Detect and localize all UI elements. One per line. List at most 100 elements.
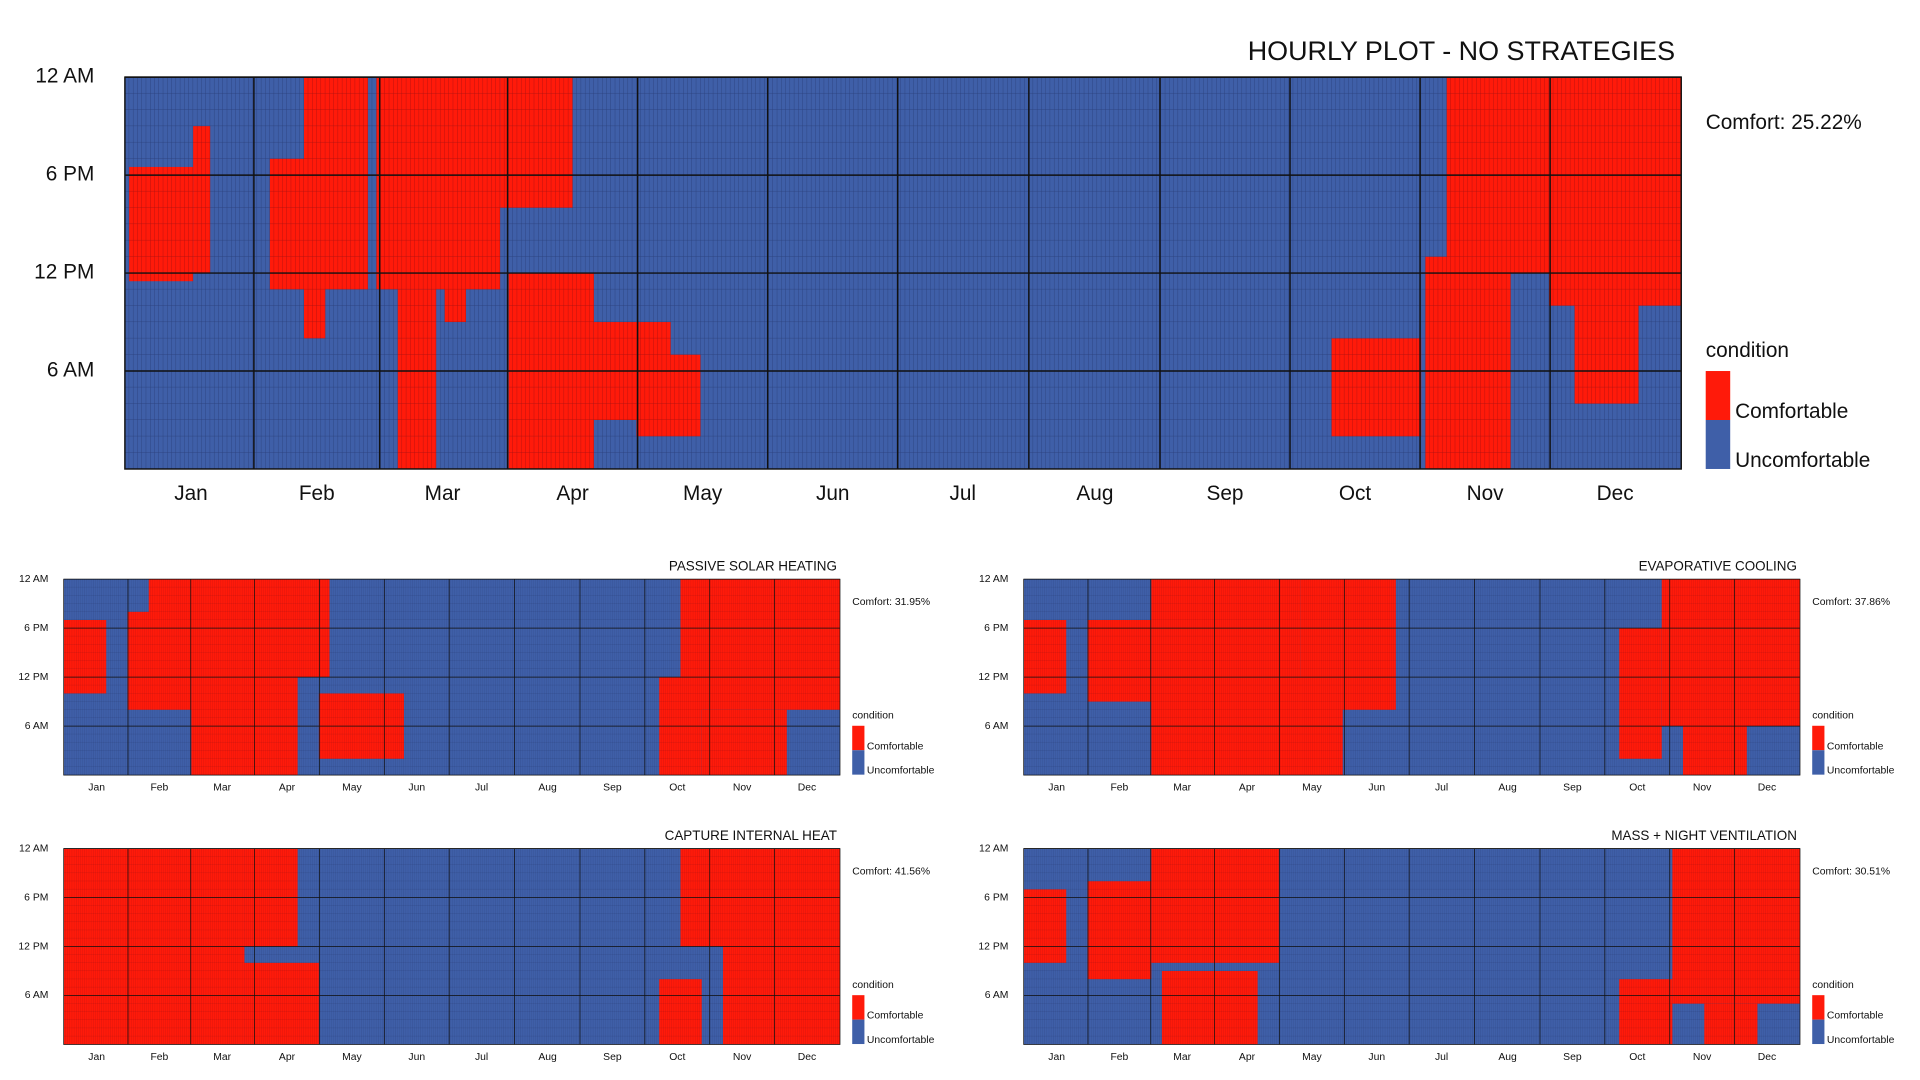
- y-tick-label: 6 AM: [985, 721, 1009, 732]
- x-tick-label: Oct: [1629, 783, 1645, 794]
- x-tick-label: May: [342, 1052, 362, 1063]
- legend-swatch: [1812, 750, 1825, 775]
- comfort-annotation: Comfort: 25.22%: [1706, 111, 1862, 134]
- x-tick-label: Oct: [669, 1052, 685, 1063]
- x-tick-label: Sep: [1563, 783, 1582, 794]
- comfort-annotation: Comfort: 41.56%: [852, 867, 930, 878]
- y-tick-label: 6 PM: [984, 623, 1008, 634]
- x-tick-label: Aug: [538, 1052, 557, 1063]
- y-tick-label: 12 PM: [978, 672, 1008, 683]
- y-tick-label: 6 PM: [24, 892, 48, 903]
- legend-swatch: [1812, 1019, 1825, 1045]
- y-tick-label: 12 PM: [18, 672, 48, 683]
- x-tick-label: Jan: [1048, 1052, 1065, 1063]
- y-tick-label: 6 PM: [24, 623, 48, 634]
- legend-title: condition: [852, 711, 894, 722]
- x-tick-label: Nov: [733, 1052, 752, 1063]
- x-tick-label: Apr: [279, 783, 296, 794]
- legend-label: Comfortable: [867, 741, 924, 752]
- x-tick-label: Mar: [213, 783, 231, 794]
- heatmap-panel: 12 AM 6 PM 12 PM 6 AM Jan Feb Mar Apr May Jun Jul A…: [978, 559, 1894, 794]
- x-tick-label: Mar: [1173, 1052, 1191, 1063]
- y-tick-label: 6 AM: [25, 721, 49, 732]
- legend-swatch: [852, 1019, 865, 1045]
- y-tick-label: 6 AM: [47, 359, 94, 382]
- legend-title: condition: [1812, 980, 1854, 991]
- x-tick-label: Jun: [408, 783, 425, 794]
- plot-frame: [1023, 578, 1801, 776]
- heatmap-panel: 12 AM 6 PM 12 PM 6 AM Jan Feb Mar Apr May Jun Jul A…: [18, 559, 934, 794]
- x-tick-label: Jul: [475, 1052, 488, 1063]
- chart-title: EVAPORATIVE COOLING: [1639, 559, 1797, 574]
- x-tick-label: Mar: [213, 1052, 231, 1063]
- x-tick-label: Jun: [816, 482, 850, 505]
- chart-title: CAPTURE INTERNAL HEAT: [665, 828, 837, 843]
- chart-title: HOURLY PLOT - NO STRATEGIES: [1248, 36, 1675, 66]
- legend-label: Uncomfortable: [1827, 766, 1895, 777]
- x-tick-label: Dec: [798, 1052, 816, 1063]
- chart-title: MASS + NIGHT VENTILATION: [1611, 828, 1797, 843]
- comfort-annotation: Comfort: 37.86%: [1812, 597, 1890, 608]
- legend-label: Uncomfortable: [867, 766, 935, 777]
- legend-swatch: [1705, 420, 1731, 469]
- x-tick-label: Sep: [603, 783, 622, 794]
- heatmap-panel: 12 AM 6 PM 12 PM 6 AM Jan Feb Mar Apr May Jun Jul A…: [18, 828, 934, 1063]
- x-tick-label: Sep: [1206, 482, 1243, 505]
- y-tick-label: 6 PM: [984, 892, 1008, 903]
- x-tick-label: Sep: [603, 1052, 622, 1063]
- legend-label: Uncomfortable: [1827, 1035, 1895, 1046]
- x-tick-label: Jan: [88, 783, 105, 794]
- x-tick-label: Jul: [949, 482, 976, 505]
- x-tick-label: Feb: [150, 1052, 168, 1063]
- y-tick-label: 6 AM: [985, 990, 1009, 1001]
- legend-title: condition: [1706, 339, 1789, 362]
- comfort-annotation: Comfort: 30.51%: [1812, 867, 1890, 878]
- y-tick-label: 12 PM: [34, 261, 94, 284]
- x-tick-label: Jul: [1435, 783, 1448, 794]
- x-tick-label: Dec: [1758, 783, 1776, 794]
- legend-label: Comfortable: [1827, 1011, 1884, 1022]
- x-tick-label: Jun: [1368, 1052, 1385, 1063]
- x-tick-label: Mar: [425, 482, 461, 505]
- x-tick-label: Aug: [538, 783, 557, 794]
- comfort-annotation: Comfort: 31.95%: [852, 597, 930, 608]
- y-tick-label: 6 AM: [25, 990, 49, 1001]
- x-tick-label: May: [1302, 1052, 1322, 1063]
- x-tick-label: Apr: [1239, 1052, 1256, 1063]
- x-tick-label: Nov: [1693, 1052, 1712, 1063]
- x-tick-label: Jul: [1435, 1052, 1448, 1063]
- legend-label: Uncomfortable: [1735, 449, 1870, 472]
- y-tick-label: 12 PM: [18, 941, 48, 952]
- legend-label: Comfortable: [1827, 741, 1884, 752]
- y-tick-label: 12 AM: [19, 843, 48, 854]
- legend-swatch: [1812, 995, 1825, 1020]
- legend-title: condition: [852, 980, 894, 991]
- legend-swatch: [852, 995, 865, 1020]
- x-tick-label: Nov: [1467, 482, 1505, 505]
- plot-frame: [1023, 848, 1801, 1045]
- x-tick-label: Dec: [1597, 482, 1634, 505]
- y-tick-label: 12 PM: [978, 941, 1008, 952]
- x-tick-label: Aug: [1498, 783, 1517, 794]
- heatmap-panel: 12 AM 6 PM 12 PM 6 AM Jan Feb Mar Apr May Jun Jul A…: [34, 36, 1870, 505]
- x-tick-label: Oct: [1339, 482, 1372, 505]
- legend-swatch: [852, 725, 865, 751]
- y-tick-label: 12 AM: [979, 843, 1008, 854]
- x-tick-label: May: [342, 783, 362, 794]
- x-tick-label: Aug: [1076, 482, 1113, 505]
- y-tick-label: 12 AM: [19, 574, 48, 585]
- legend-label: Comfortable: [1735, 400, 1848, 423]
- legend-label: Uncomfortable: [867, 1035, 935, 1046]
- y-tick-label: 12 AM: [35, 65, 94, 88]
- x-tick-label: Apr: [1239, 783, 1256, 794]
- x-tick-label: Apr: [279, 1052, 296, 1063]
- legend-swatch: [852, 750, 865, 775]
- plot-frame: [63, 848, 841, 1045]
- x-tick-label: Aug: [1498, 1052, 1517, 1063]
- x-tick-label: Jan: [1048, 783, 1065, 794]
- x-tick-label: Oct: [669, 783, 685, 794]
- x-tick-label: Feb: [299, 482, 335, 505]
- x-tick-label: Jan: [174, 482, 208, 505]
- x-tick-label: Feb: [1110, 783, 1128, 794]
